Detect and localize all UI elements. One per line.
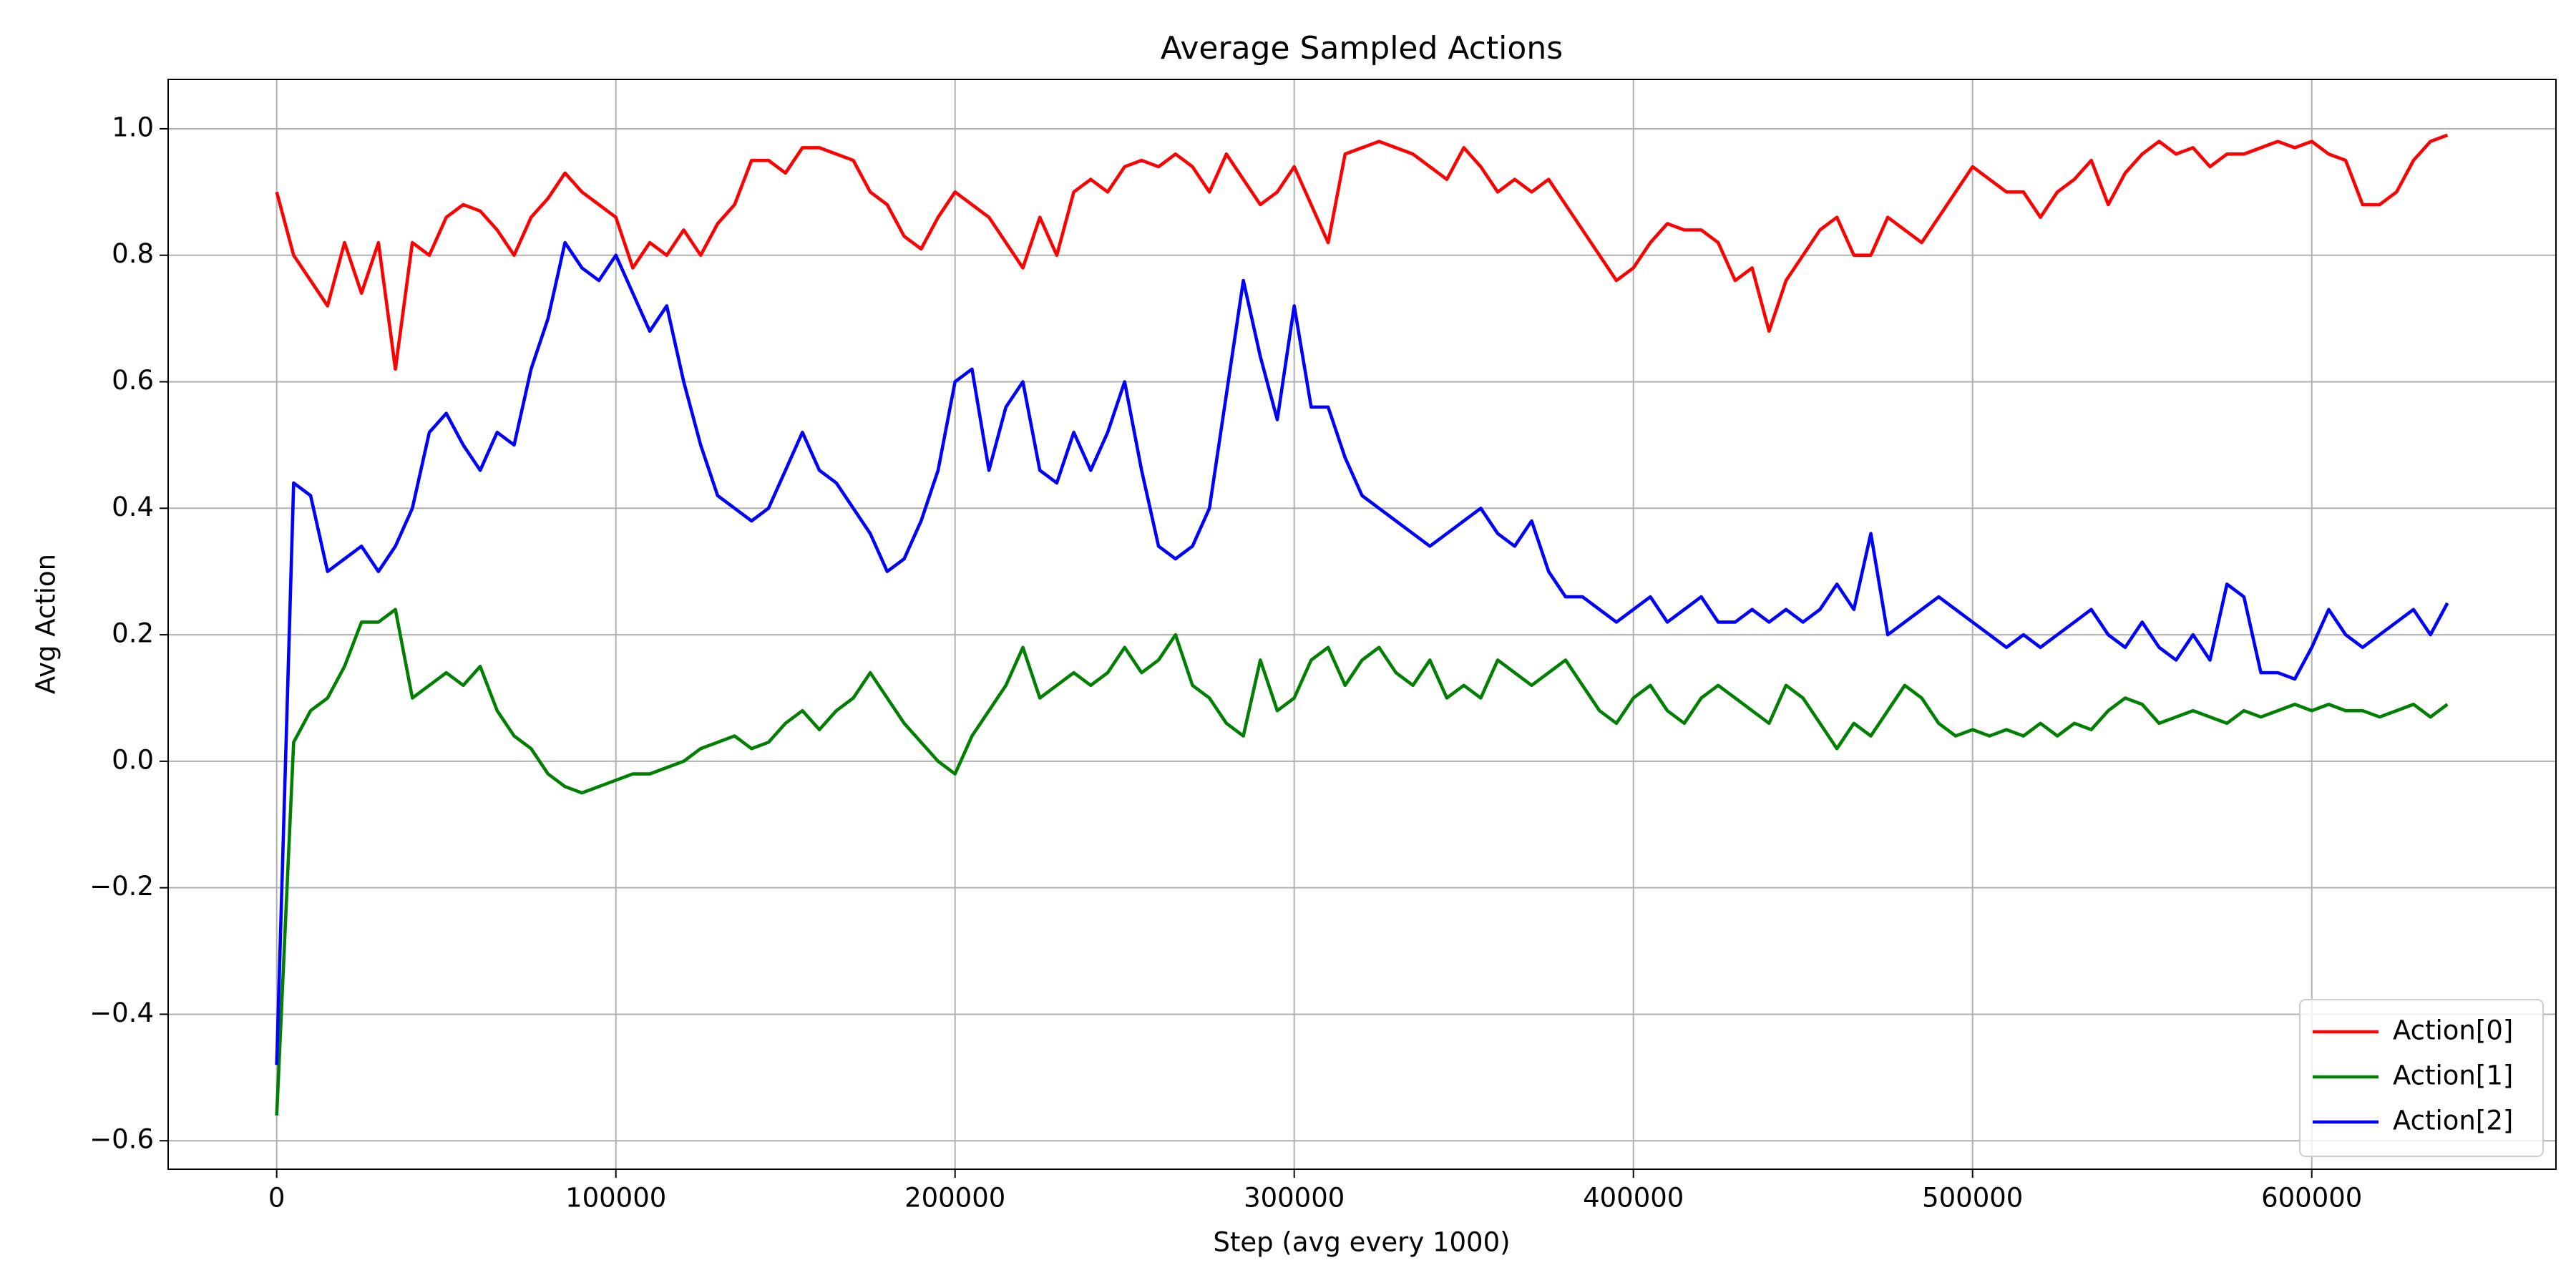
x-tick-label: 100000	[565, 1183, 666, 1214]
x-tick-label: 200000	[904, 1183, 1005, 1214]
chart-title: Average Sampled Actions	[1161, 30, 1563, 67]
data-line	[275, 240, 2449, 1065]
y-tick-label: −0.6	[89, 1124, 154, 1155]
plot-frame	[167, 79, 2557, 1170]
y-tick-label: 0.4	[112, 492, 154, 522]
data-line	[275, 133, 2449, 371]
x-tick-label: 0	[268, 1183, 286, 1214]
x-tick-label: 600000	[2261, 1183, 2362, 1214]
y-tick-label: 0.2	[112, 618, 154, 649]
y-tick-label: −0.4	[89, 997, 154, 1028]
legend-label: Action[2]	[2393, 1106, 2513, 1136]
legend-box	[2299, 999, 2544, 1157]
legend-label: Action[0]	[2393, 1015, 2513, 1046]
x-tick-label: 500000	[1922, 1183, 2023, 1214]
legend-label: Action[1]	[2393, 1060, 2513, 1091]
y-tick-label: 0.0	[112, 744, 154, 775]
y-tick-label: 0.6	[112, 365, 154, 396]
x-tick-label: 300000	[1244, 1183, 1345, 1214]
data-line	[275, 608, 2449, 1116]
x-tick-label: 400000	[1583, 1183, 1684, 1214]
x-axis-label: Step (avg every 1000)	[1213, 1227, 1510, 1258]
y-tick-label: 1.0	[112, 112, 154, 142]
y-axis-label: Avg Action	[31, 554, 62, 694]
y-tick-label: 0.8	[112, 238, 154, 269]
y-tick-label: −0.2	[89, 871, 154, 902]
legend: Action[0] Action[1] Action[2]	[2299, 999, 2544, 1157]
